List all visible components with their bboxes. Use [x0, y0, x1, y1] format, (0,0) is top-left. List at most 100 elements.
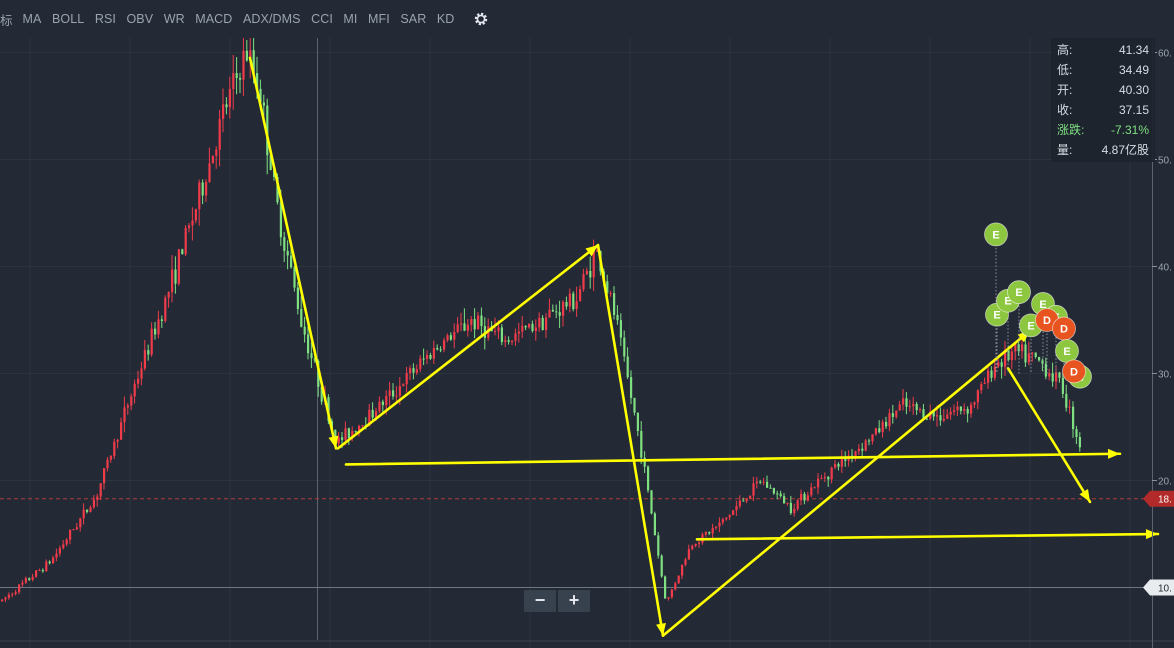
indicator-kd[interactable]: KD — [436, 12, 455, 26]
trend-arrow-head — [585, 245, 598, 257]
candle-body — [541, 317, 544, 330]
candle-body — [205, 181, 208, 196]
candle-body — [1000, 362, 1003, 367]
candle-body — [813, 487, 816, 489]
zoom-in-button[interactable]: + — [558, 590, 590, 612]
candle-body — [160, 319, 163, 321]
candle-body — [755, 481, 758, 484]
candle-body — [881, 421, 884, 433]
candle-body — [1010, 351, 1013, 360]
axis-tick-label: 20. — [1158, 477, 1172, 488]
indicator-mfi[interactable]: MFI — [368, 12, 390, 26]
signal-markers: EEEEEEEDDEED — [984, 222, 1092, 389]
candle-body — [381, 401, 384, 406]
candle-body — [749, 495, 752, 499]
candle-body — [565, 301, 568, 307]
candle-body — [45, 561, 48, 572]
candle-body — [657, 535, 660, 556]
candle-body — [7, 594, 10, 598]
candle-body — [303, 326, 306, 335]
indicator-wr[interactable]: WR — [163, 12, 185, 26]
candle-body — [354, 431, 357, 433]
candle-body — [912, 403, 915, 407]
candle-body — [453, 331, 456, 340]
candle-body — [75, 527, 78, 530]
candle-body — [245, 50, 248, 61]
candle-body — [218, 118, 221, 150]
candle-body — [854, 451, 857, 458]
candle-body — [990, 370, 993, 378]
candle-body — [4, 597, 7, 600]
candle-body — [86, 509, 89, 512]
candle-body — [344, 428, 347, 440]
current-price-tag — [1143, 490, 1174, 507]
candle-body — [796, 500, 799, 509]
candle-body — [283, 237, 286, 251]
indicator-cci[interactable]: CCI — [311, 12, 333, 26]
indicator-sar[interactable]: SAR — [400, 12, 427, 26]
candle-body — [735, 506, 738, 511]
crosshair-price-tag — [1143, 579, 1174, 596]
candle-body — [789, 502, 792, 514]
candle-body — [235, 73, 238, 79]
trend-arrow — [596, 243, 665, 637]
candle-body — [120, 422, 123, 440]
candle-body — [558, 312, 561, 316]
candle-body — [201, 182, 204, 196]
indicator-ma[interactable]: MA — [22, 12, 42, 26]
candle-body — [738, 500, 741, 507]
candle-body — [704, 532, 707, 535]
zoom-out-button[interactable]: − — [524, 590, 556, 612]
indicator-macd[interactable]: MACD — [195, 12, 233, 26]
indicator-obv[interactable]: OBV — [126, 12, 154, 26]
toolbar-left-label: 标 — [0, 13, 13, 28]
candle-body — [742, 500, 745, 502]
signal-marker-label: E — [1027, 320, 1034, 332]
candle-body — [647, 466, 650, 491]
indicator-boll[interactable]: BOLL — [51, 12, 85, 26]
candle-body — [174, 269, 177, 284]
candle-body — [925, 418, 928, 420]
candle-body — [575, 301, 578, 310]
signal-marker-label: E — [993, 310, 1000, 322]
candle-body — [358, 426, 361, 433]
candle-body — [949, 411, 952, 415]
candle-body — [973, 402, 976, 405]
candle-body — [412, 368, 415, 373]
info-label: 涨跌: — [1057, 123, 1085, 137]
candle-body — [58, 548, 61, 554]
info-value: 40.30 — [1118, 83, 1149, 97]
candle-body — [1007, 350, 1010, 360]
info-value: 41.34 — [1118, 43, 1149, 57]
candle-body — [732, 510, 735, 516]
info-row: 高: 41.34 — [1057, 40, 1149, 60]
candle-body — [371, 409, 374, 418]
candle-body — [511, 340, 514, 342]
candle-body — [888, 413, 891, 427]
indicator-mi[interactable]: MI — [343, 12, 358, 26]
info-row: 量: 4.87亿股 — [1057, 140, 1149, 160]
candle-body — [228, 89, 231, 108]
candle-body — [41, 570, 44, 572]
candle-body — [905, 398, 908, 407]
candle-body — [497, 327, 500, 332]
trend-arrow — [336, 243, 600, 450]
candle-body — [694, 543, 697, 546]
candle-body — [606, 281, 609, 294]
indicator-rsi[interactable]: RSI — [94, 12, 116, 26]
candle-body — [1061, 377, 1064, 394]
indicator-adxdms[interactable]: ADX/DMS — [242, 12, 301, 26]
candle-body — [1065, 393, 1068, 408]
candle-body — [681, 564, 684, 576]
candle-body — [687, 549, 690, 560]
gear-icon[interactable] — [473, 11, 489, 27]
signal-marker-label: E — [992, 229, 999, 241]
candle-body — [409, 368, 412, 374]
candle-body — [983, 382, 986, 385]
candle-body — [320, 386, 323, 402]
candle-body — [432, 347, 435, 359]
candle-body — [470, 319, 473, 325]
candle-body — [337, 437, 340, 444]
candle-body — [670, 589, 673, 598]
